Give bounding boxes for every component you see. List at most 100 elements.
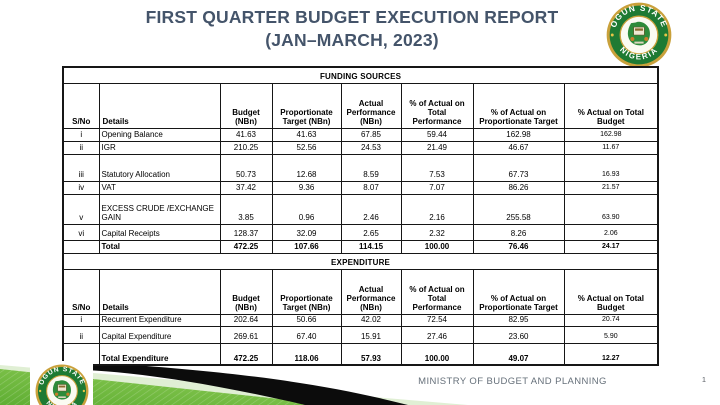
cell-value: 0.96 [271,193,342,225]
cell-value: 7.53 [400,153,474,182]
table-row: iii Statutory Allocation 50.73 12.68 8.59 7.5… [62,153,659,182]
cell-value: 21.57 [563,180,659,195]
table-row: iv VAT 37.42 9.36 8.07 7.07 86.26 21.57 [62,180,659,195]
cell-value: 59.44 [400,127,474,142]
cell-value: 472.25 [219,342,273,366]
slide-title-line1: FIRST QUARTER BUDGET EXECUTION REPORT [145,7,559,27]
section-title-row: FUNDING SOURCES [62,66,659,84]
table-row: ii IGR 210.25 52.56 24.53 21.49 46.67 11.67 [62,140,659,155]
cell-value: 20.74 [563,313,659,327]
cell-value: 162.98 [563,127,659,142]
column-header: Budget (NBn) [219,82,273,129]
cell-value: 57.93 [340,342,402,366]
cell-value: 11.67 [563,140,659,155]
cell-value: 82.95 [472,313,565,327]
slide-title: FIRST QUARTER BUDGET EXECUTION REPORT (J… [72,6,632,52]
column-header: % of Actual on Proportionate Target [472,268,565,315]
table-row: vi Capital Receipts 128.37 32.09 2.65 2.32 8.2… [62,223,659,241]
cell-value: 32.09 [271,223,342,241]
page-number: 1 [701,375,706,384]
cell-value: 107.66 [271,239,342,254]
cell-details: Total Expenditure [98,342,221,366]
cell-value: 24.17 [563,239,659,254]
column-header: Proportionate Target (NBn) [271,82,342,129]
cell-value: 7.07 [400,180,474,195]
cell-value: 23.60 [472,325,565,344]
cell-value: 12.68 [271,153,342,182]
cell-value: 100.00 [400,342,474,366]
cell-value: 50.73 [219,153,273,182]
table-row: i Opening Balance 41.63 41.63 67.85 59.44 162.… [62,127,659,142]
cell-value: 24.53 [340,140,402,155]
cell-value: 162.98 [472,127,565,142]
cell-value: 63.90 [563,193,659,225]
section-title: EXPENDITURE [62,252,659,270]
column-header: S/No [62,82,100,129]
cell-value: 9.36 [271,180,342,195]
cell-value: 2.65 [340,223,402,241]
column-header: % of Actual on Total Performance [400,82,474,129]
cell-value: 114.15 [340,239,402,254]
cell-sno: iv [62,180,100,195]
cell-value: 2.16 [400,193,474,225]
cell-value: 50.66 [271,313,342,327]
cell-value: 15.91 [340,325,402,344]
cell-value: 67.73 [472,153,565,182]
footer-ministry-text: MINISTRY OF BUDGET AND PLANNING [418,376,607,387]
table-row: v EXCESS CRUDE /EXCHANGE GAIN 3.85 0.96 2.46… [62,193,659,225]
column-header: % of Actual on Total Performance [400,268,474,315]
section-title-row: EXPENDITURE [62,252,659,270]
table-row: ii Capital Expenditure 269.61 67.40 15.91 27.… [62,325,659,344]
cell-value: 2.06 [563,223,659,241]
section-title: FUNDING SOURCES [62,66,659,84]
cell-value: 5.90 [563,325,659,344]
cell-value: 76.46 [472,239,565,254]
cell-sno: i [62,313,100,327]
cell-value: 8.07 [340,180,402,195]
table-row: Total Expenditure 472.25 118.06 57.93 100.00… [62,342,659,366]
cell-value: 41.63 [271,127,342,142]
column-header: Budget (NBn) [219,268,273,315]
cell-value: 52.56 [271,140,342,155]
cell-sno: vi [62,223,100,241]
cell-details: Opening Balance [98,127,221,142]
cell-value: 2.32 [400,223,474,241]
column-header: Actual Performance (NBn) [340,268,402,315]
cell-sno: v [62,193,100,225]
budget-report-table: FUNDING SOURCES S/No Details Budget (NBn) Pr… [62,66,660,366]
cell-value: 8.59 [340,153,402,182]
cell-details: IGR [98,140,221,155]
table-row: Total 472.25 107.66 114.15 100.00 76.46 24.17 [62,239,659,254]
cell-value: 128.37 [219,223,273,241]
column-header: % Actual on Total Budget [563,268,659,315]
cell-value: 72.54 [400,313,474,327]
cell-value: 46.67 [472,140,565,155]
cell-details: EXCESS CRUDE /EXCHANGE GAIN [98,193,221,225]
cell-sno: ii [62,140,100,155]
cell-value: 100.00 [400,239,474,254]
cell-details: Capital Expenditure [98,325,221,344]
cell-value: 255.58 [472,193,565,225]
cell-value: 3.85 [219,193,273,225]
column-header: S/No [62,268,100,315]
cell-value: 49.07 [472,342,565,366]
slide-title-line2: (JAN–MARCH, 2023) [265,29,439,50]
cell-details: Statutory Allocation [98,153,221,182]
cell-value: 16.93 [563,153,659,182]
column-header: Proportionate Target (NBn) [271,268,342,315]
column-header: Details [98,268,221,315]
cell-details: Total [98,239,221,254]
cell-sno: iii [62,153,100,182]
cell-value: 12.27 [563,342,659,366]
cell-value: 86.26 [472,180,565,195]
cell-sno [62,239,100,254]
cell-value: 27.46 [400,325,474,344]
cell-value: 269.61 [219,325,273,344]
cell-details: Capital Receipts [98,223,221,241]
column-header-row: S/No Details Budget (NBn) Proportionate Tar… [62,268,659,315]
column-header: % of Actual on Proportionate Target [472,82,565,129]
cell-value: 2.46 [340,193,402,225]
